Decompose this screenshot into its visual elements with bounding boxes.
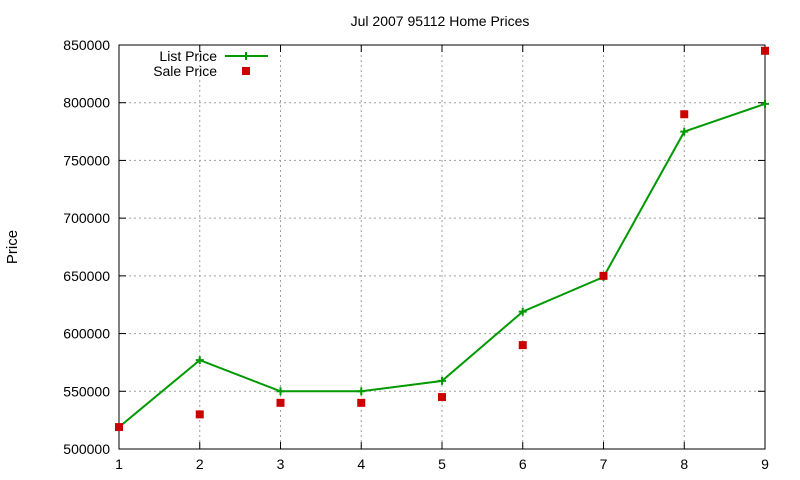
x-tick-label: 3 [277, 456, 285, 472]
sale-price-point [357, 398, 366, 407]
x-tick-label: 5 [438, 456, 446, 472]
plot-frame [118, 44, 766, 450]
legend-label: Sale Price [153, 63, 217, 79]
y-tick-label: 600000 [63, 326, 110, 342]
sale-price-point [761, 46, 769, 55]
x-tick-label: 8 [680, 456, 688, 472]
sale-price-point [276, 398, 285, 407]
x-tick-label: 6 [519, 456, 527, 472]
y-tick-label: 550000 [63, 383, 110, 399]
y-tick-label: 700000 [63, 210, 110, 226]
list-price-point [195, 356, 204, 365]
list-price-point [276, 387, 285, 396]
grid-lines [119, 45, 765, 449]
list-price-point [438, 376, 446, 385]
y-tick-label: 650000 [63, 268, 110, 284]
y-tick-label: 800000 [63, 95, 110, 111]
y-tick-label: 750000 [63, 152, 110, 168]
sale-price-point [438, 393, 446, 402]
sale-price-point [115, 423, 123, 432]
sale-price-point [518, 341, 527, 350]
y-tick-label: 500000 [63, 441, 110, 457]
x-tick-label: 9 [761, 456, 769, 472]
data-series [115, 46, 769, 432]
x-tick-label: 2 [196, 456, 204, 472]
x-tick-label: 7 [600, 456, 608, 472]
chart-title: Jul 2007 95112 Home Prices [351, 13, 530, 29]
list-price-point [680, 127, 689, 136]
sale-price-point [599, 271, 608, 280]
list-price-point [761, 99, 769, 108]
y-axis-label: Price [4, 230, 21, 264]
legend-label: List Price [159, 48, 217, 64]
plot-axes: 500000 550000 600000 650000 700000 750000 8000… [63, 37, 769, 472]
legend-swatch-marker [242, 52, 250, 60]
sale-price-point [680, 110, 689, 119]
y-tick-label: 850000 [63, 37, 110, 53]
sale-price-point [195, 410, 204, 419]
x-tick-label: 1 [115, 456, 123, 472]
legend-swatch-square [242, 67, 250, 75]
x-tick-label: 4 [357, 456, 365, 472]
list-price-point [357, 387, 366, 396]
list-price-point [518, 307, 527, 316]
